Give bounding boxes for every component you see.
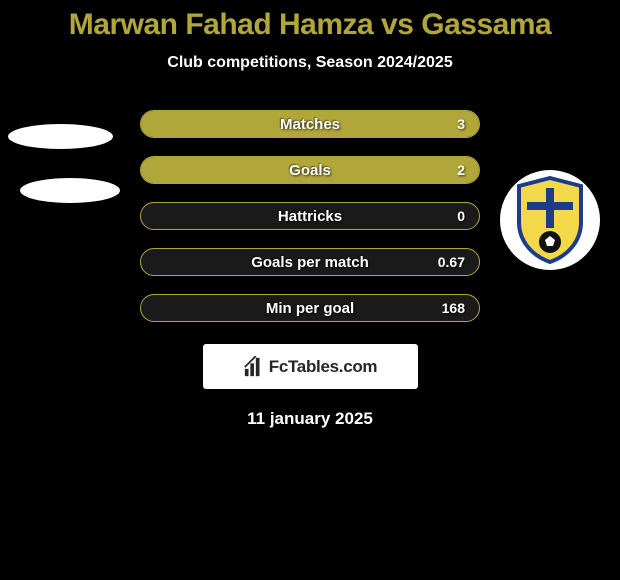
page-title: Marwan Fahad Hamza vs Gassama [0, 0, 620, 42]
stat-bar: Min per goal 168 [140, 294, 480, 322]
cross-h [527, 202, 573, 210]
stat-bar: Matches 3 [140, 110, 480, 138]
logo-text: FcTables.com [269, 357, 378, 377]
stat-value: 168 [442, 300, 465, 316]
subtitle: Club competitions, Season 2024/2025 [0, 54, 620, 72]
date-label: 11 january 2025 [0, 409, 620, 429]
stat-bar: Goals per match 0.67 [140, 248, 480, 276]
stat-bar: Hattricks 0 [140, 202, 480, 230]
player1-club-placeholder [20, 178, 120, 203]
stat-value: 2 [457, 162, 465, 178]
fctables-logo: FcTables.com [203, 344, 418, 389]
stat-label: Hattricks [278, 208, 342, 225]
player2-club-crest [500, 170, 600, 270]
stat-value: 0.67 [438, 254, 465, 270]
stat-value: 0 [457, 208, 465, 224]
stat-label: Goals per match [251, 254, 369, 271]
bar-chart-icon [243, 356, 265, 378]
stat-value: 3 [457, 116, 465, 132]
stat-label: Goals [289, 162, 331, 179]
stat-label: Matches [280, 116, 340, 133]
shield-icon [513, 176, 587, 264]
stat-label: Min per goal [266, 300, 354, 317]
stat-bar: Goals 2 [140, 156, 480, 184]
player1-badge-placeholder [8, 124, 113, 149]
